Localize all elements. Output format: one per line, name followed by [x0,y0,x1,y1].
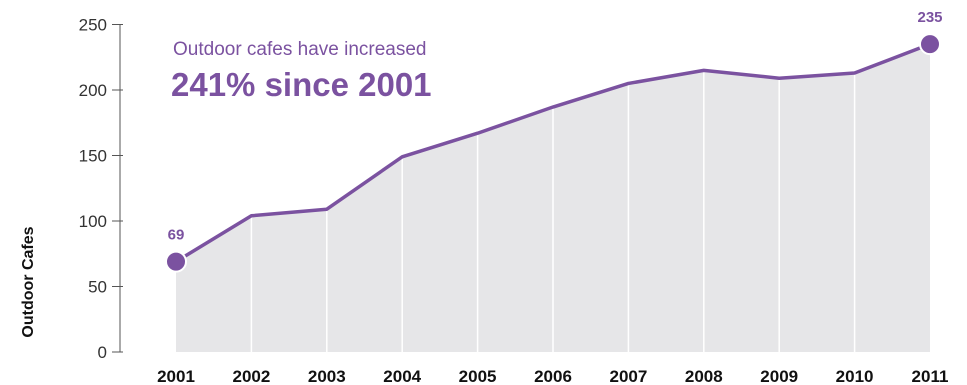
label-layer: 69 235 [168,9,943,243]
y-axis-title: Outdoor Cafes [20,226,37,337]
y-tick-label-50: 50 [88,278,107,297]
grid-layer [250,70,856,352]
x-tick-label-2006: 2006 [534,367,572,385]
x-tick-label-2002: 2002 [232,367,270,385]
data-point-2011 [919,33,941,56]
x-tick-label-2009: 2009 [760,367,798,385]
y-tick-label-100: 100 [79,212,107,231]
annotation-line-1: Outdoor cafes have increased [173,39,427,60]
x-tick-label-2003: 2003 [308,367,346,385]
line-layer [165,33,941,273]
x-tick-label-2008: 2008 [685,367,723,385]
y-tick-label-250: 250 [79,16,107,35]
annotation-line-2: 241% since 2001 [171,66,432,103]
x-tick-label-2005: 2005 [459,367,497,385]
y-tick-label-0: 0 [98,343,107,362]
axis-layer: 0 50 100 150 200 250 2001 2002 2003 2004 2005 2006 2… [79,16,949,385]
data-point-2001 [165,250,187,273]
x-tick-label-2004: 2004 [383,367,421,385]
x-tick-label-2010: 2010 [836,367,874,385]
y-tick-label-200: 200 [79,81,107,100]
data-label-2001: 69 [168,227,185,244]
x-tick-label-2001: 2001 [157,367,195,385]
y-tick-label-150: 150 [79,147,107,166]
data-label-2011: 235 [917,9,942,26]
x-tick-label-2011: 2011 [912,367,949,385]
series-line [174,42,932,264]
x-tick-label-2007: 2007 [609,367,647,385]
